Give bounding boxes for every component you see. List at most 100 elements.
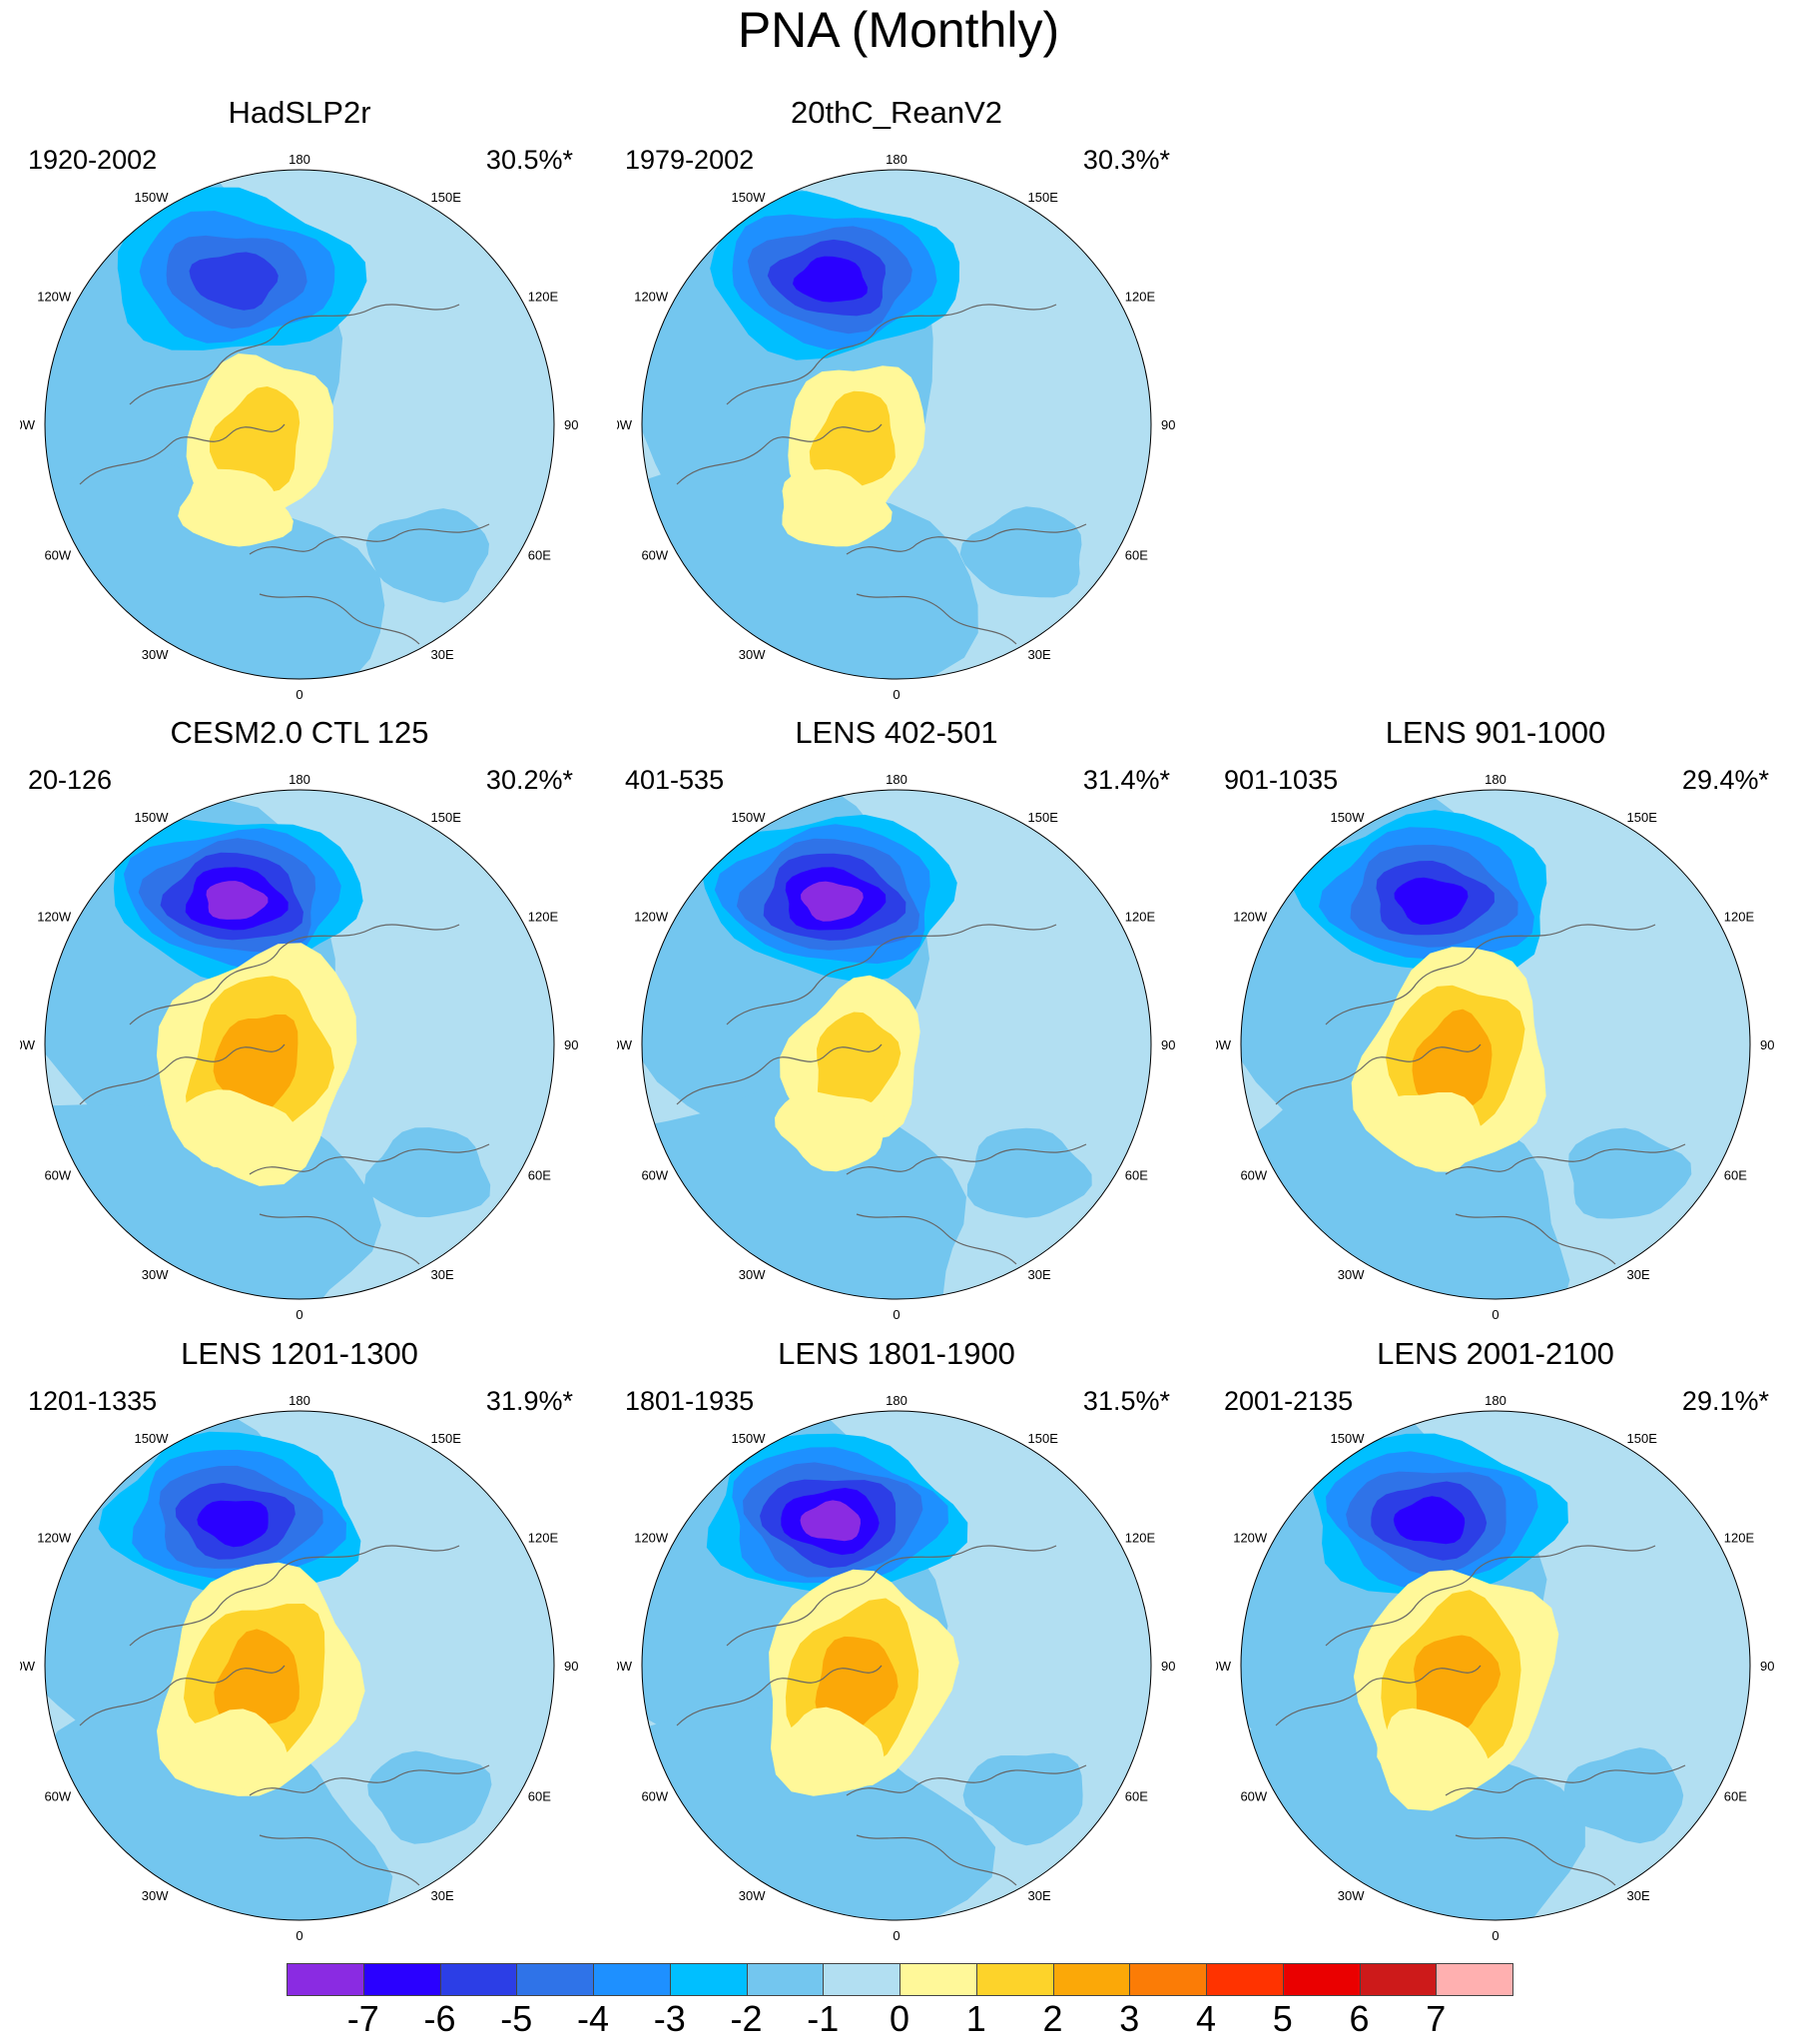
contour-negative-6 [1393,1496,1466,1545]
colorbar-tick-label: 7 [1426,1998,1447,2039]
coastline-arctic [129,1545,460,1647]
lon-label-top: 180 [886,1393,907,1408]
lon-label-right_lower: 60E [1125,1789,1148,1804]
map-panel-lens1201: LENS 1201-1300 180 150E 120E 90E 60E 30E 0 30W 60… [20,1336,579,1955]
panel-years: 1920-2002 [28,145,158,175]
contour-positive-3 [1414,1635,1501,1735]
coastline-europe [1445,1143,1686,1175]
lon-label-upper_right: 150E [1028,1431,1059,1446]
lon-label-bottom: 0 [1492,1307,1498,1322]
field-negative-europe [363,1127,491,1218]
map-boundary [44,1410,555,1921]
lon-label-right: 90E [564,417,579,432]
coastlines [79,1545,490,1886]
lon-label-lower_left: 30W [739,1267,766,1282]
coastline-mediterranean [259,593,420,645]
panel-variance-percent: 31.5%* [1082,1386,1170,1416]
map-panel-lens1801: LENS 1801-1900 180 150E 120E 90E 60E 30E 0 30W 60… [617,1336,1176,1955]
lon-label-right: 90E [1161,1659,1176,1674]
coastline-mediterranean [856,593,1017,645]
panel-title: CESM2.0 CTL 125 [170,715,429,750]
lon-label-top: 180 [289,772,310,787]
colorbar-cell [287,1963,364,1996]
contour-positive-atlantic [775,1091,886,1172]
lon-label-top: 180 [886,772,907,787]
coastline-arctic [129,304,460,405]
colorbar-tick-label: -1 [807,1998,840,2039]
lon-label-left_upper: 120W [37,290,72,305]
lon-label-right: 90E [564,1037,579,1052]
lon-label-right_lower: 60E [1724,1168,1747,1183]
colorbar-cell [1436,1963,1513,1996]
lon-label-bottom: 0 [296,1928,302,1943]
panel-years: 1979-2002 [625,145,755,175]
coastline-europe [846,1764,1087,1796]
colorbar-cell [1282,1963,1361,1996]
colorbar-tick-label: -2 [730,1998,763,2039]
field-negative-europe [959,506,1082,598]
panel-years: 1801-1935 [625,1386,755,1416]
lon-label-left_lower: 60W [44,1168,71,1183]
coastline-arctic [726,304,1057,405]
lon-label-bottom: 0 [296,1307,302,1322]
contour-positive-atlantic [178,468,294,547]
coastline-arctic [129,924,460,1025]
map-panel-lens2001: LENS 2001-2100 180 150E 120E 90E 60E 30E 0 30W 60… [1216,1336,1775,1955]
lon-label-left: 90W [617,1037,633,1052]
lon-label-left_upper: 120W [37,910,72,925]
coastlines [676,304,1087,645]
lon-label-right_upper: 120E [1125,1531,1156,1546]
polar-map: 180 150E 120E 90E 60E 30E 0 30W 60W 90W 120W 150W [20,152,579,702]
colorbar-tick-label: -6 [423,1998,456,2039]
lon-label-left: 90W [617,1659,633,1674]
panel-variance-percent: 29.4%* [1681,765,1769,795]
lon-label-left_upper: 120W [37,1531,72,1546]
colorbar-cell [439,1963,518,1996]
colorbar-cell [1129,1963,1207,1996]
lon-label-left_lower: 60W [641,1789,668,1804]
lon-label-bottom: 0 [893,687,899,702]
lon-label-left_lower: 60W [44,1789,71,1804]
contour-positive-2 [817,1012,901,1112]
lon-label-left_lower: 60W [641,548,668,563]
contour-negative-6 [793,256,869,303]
contour-positive-atlantic [178,1708,288,1791]
map-panel-20thc: 20thC_ReanV2 180 150E 120E 90E 60E 30E 0 30W 60W 9… [617,95,1176,714]
coastline-canada [676,1043,883,1105]
field-negative-europe [1563,1747,1684,1844]
lon-label-lower_left: 30W [1338,1267,1365,1282]
map-boundary [641,169,1152,680]
lon-label-upper_left: 150W [1331,810,1366,825]
coastline-canada [676,423,883,485]
lon-label-upper_left: 150W [135,1431,170,1446]
coastline-canada [1275,1665,1482,1726]
coastlines [79,304,490,645]
coastline-canada [79,1665,286,1726]
lon-label-right_upper: 120E [528,1531,559,1546]
lon-label-right_upper: 120E [1125,290,1156,305]
lon-label-bottom: 0 [893,1307,899,1322]
lon-label-left: 90W [20,1037,36,1052]
lon-label-right: 90E [1760,1659,1775,1674]
lon-label-upper_left: 150W [732,1431,767,1446]
colorbar-cell [516,1963,594,1996]
panel-title: LENS 1201-1300 [181,1336,418,1371]
lon-label-upper_right: 150E [1627,1431,1658,1446]
contour-positive-2 [209,386,300,493]
lon-label-top: 180 [289,152,310,167]
panel-variance-percent: 30.3%* [1082,145,1170,175]
lon-label-upper_left: 150W [135,810,170,825]
map-boundary [1240,789,1751,1300]
lon-label-upper_right: 150E [431,1431,462,1446]
contour-positive-atlantic [1374,1092,1484,1172]
lon-label-lower_left: 30W [739,647,766,662]
map-boundary [1240,1410,1751,1921]
lon-label-right_upper: 120E [528,290,559,305]
coastline-europe [249,1764,490,1796]
colorbar-tick-label: 3 [1119,1998,1140,2039]
map-boundary [641,789,1152,1300]
coastline-mediterranean [259,1213,420,1265]
colorbar-tick-label: 5 [1272,1998,1293,2039]
polar-map: 180 150E 120E 90E 60E 30E 0 30W 60W 90W 120W 150W [20,1393,579,1943]
lon-label-left_upper: 120W [1233,910,1268,925]
